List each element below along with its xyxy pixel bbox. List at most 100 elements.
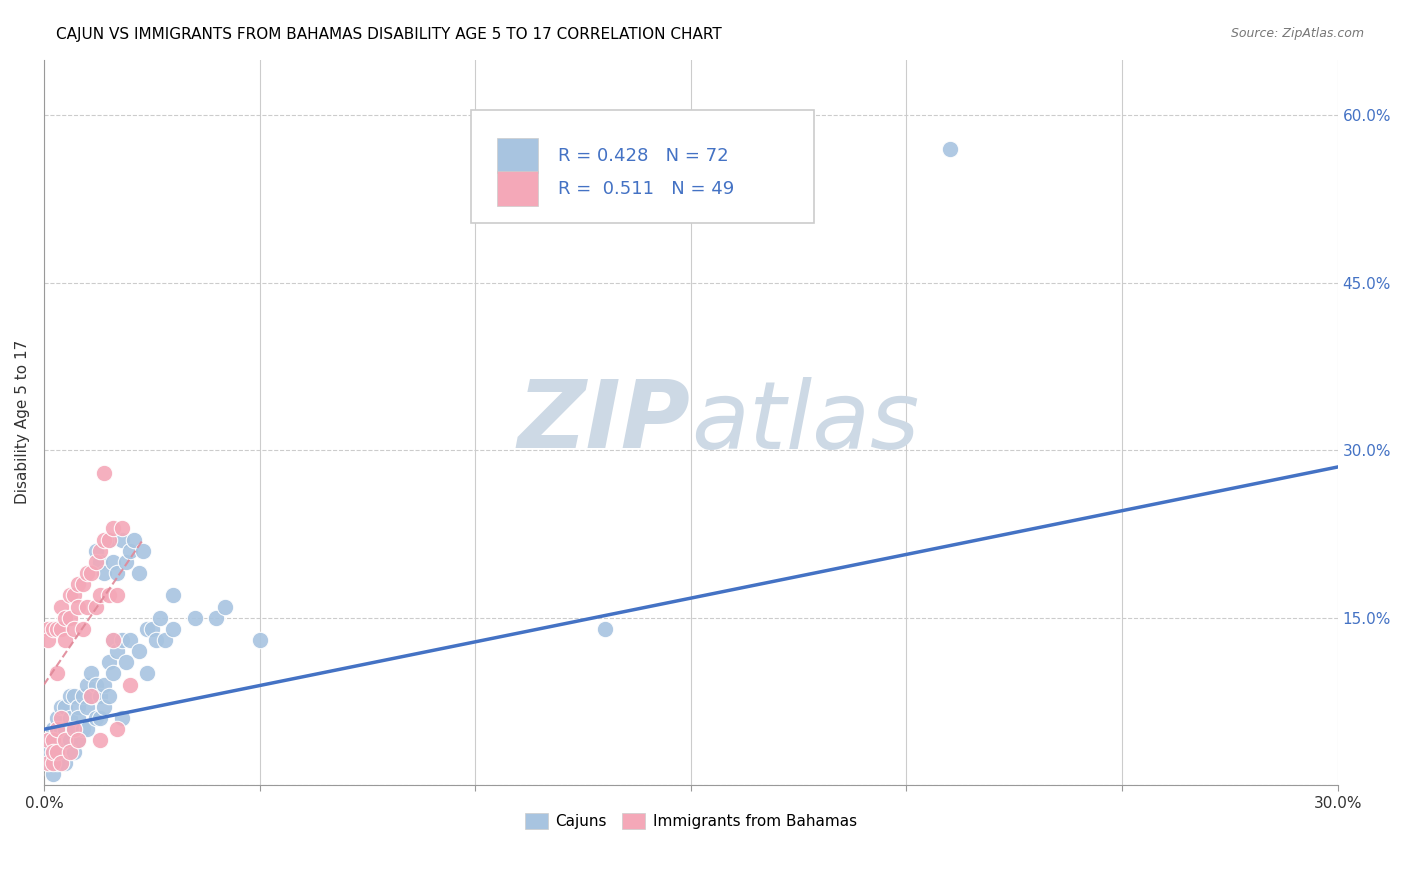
- Point: [67, 577, 90, 591]
- Text: CAJUN VS IMMIGRANTS FROM BAHAMAS DISABILITY AGE 5 TO 17 CORRELATION CHART: CAJUN VS IMMIGRANTS FROM BAHAMAS DISABIL…: [56, 27, 723, 42]
- Point: [120, 678, 142, 692]
- Point: [55, 733, 77, 747]
- Point: [80, 566, 103, 580]
- Point: [101, 555, 124, 569]
- Point: [101, 521, 124, 535]
- Point: [114, 656, 136, 670]
- Point: [41, 745, 63, 759]
- Point: [63, 689, 86, 703]
- Point: [41, 622, 63, 636]
- Point: [76, 700, 98, 714]
- Point: [120, 543, 142, 558]
- Point: [105, 588, 128, 602]
- Point: [80, 689, 103, 703]
- Point: [105, 644, 128, 658]
- Point: [49, 622, 72, 636]
- Point: [59, 689, 82, 703]
- Point: [67, 733, 90, 747]
- Point: [49, 711, 72, 725]
- Point: [93, 678, 115, 692]
- Point: [41, 733, 63, 747]
- Point: [162, 588, 184, 602]
- Point: [80, 689, 103, 703]
- Text: R =  0.511   N = 49: R = 0.511 N = 49: [558, 179, 734, 198]
- Bar: [496, 138, 538, 173]
- Point: [72, 723, 94, 737]
- Point: [55, 733, 77, 747]
- Point: [76, 723, 98, 737]
- Legend: Cajuns, Immigrants from Bahamas: Cajuns, Immigrants from Bahamas: [519, 807, 863, 836]
- Point: [114, 555, 136, 569]
- Point: [41, 745, 63, 759]
- Y-axis label: Disability Age 5 to 17: Disability Age 5 to 17: [15, 340, 30, 505]
- Point: [37, 632, 59, 647]
- Point: [59, 733, 82, 747]
- Point: [80, 666, 103, 681]
- Point: [41, 723, 63, 737]
- Point: [49, 723, 72, 737]
- Point: [84, 599, 107, 614]
- Point: [63, 745, 86, 759]
- Point: [63, 622, 86, 636]
- Point: [128, 566, 150, 580]
- Point: [101, 632, 124, 647]
- Point: [110, 711, 132, 725]
- Point: [110, 521, 132, 535]
- Point: [45, 756, 67, 770]
- Point: [67, 733, 90, 747]
- Point: [76, 678, 98, 692]
- Point: [55, 723, 77, 737]
- Text: ZIP: ZIP: [517, 376, 690, 468]
- Point: [145, 632, 167, 647]
- Point: [89, 555, 111, 569]
- Point: [149, 610, 172, 624]
- Point: [97, 533, 120, 547]
- Point: [593, 622, 616, 636]
- Point: [97, 656, 120, 670]
- Point: [89, 711, 111, 725]
- Point: [49, 745, 72, 759]
- Point: [59, 610, 82, 624]
- Point: [49, 599, 72, 614]
- Point: [205, 610, 228, 624]
- Point: [249, 632, 271, 647]
- Point: [89, 588, 111, 602]
- Point: [184, 610, 207, 624]
- Point: [45, 723, 67, 737]
- Point: [110, 632, 132, 647]
- Point: [41, 756, 63, 770]
- Point: [37, 756, 59, 770]
- Point: [84, 678, 107, 692]
- Point: [59, 588, 82, 602]
- Point: [45, 711, 67, 725]
- FancyBboxPatch shape: [471, 111, 814, 223]
- Point: [55, 632, 77, 647]
- Point: [49, 700, 72, 714]
- Point: [89, 689, 111, 703]
- Point: [67, 599, 90, 614]
- Point: [63, 588, 86, 602]
- Point: [938, 142, 960, 156]
- Point: [214, 599, 236, 614]
- Point: [93, 466, 115, 480]
- Point: [105, 723, 128, 737]
- Point: [93, 533, 115, 547]
- Point: [97, 588, 120, 602]
- Point: [97, 689, 120, 703]
- Point: [67, 700, 90, 714]
- Point: [120, 632, 142, 647]
- Point: [72, 689, 94, 703]
- Point: [136, 666, 159, 681]
- Point: [37, 622, 59, 636]
- Point: [55, 756, 77, 770]
- Point: [141, 622, 163, 636]
- Point: [89, 733, 111, 747]
- Point: [37, 733, 59, 747]
- Point: [41, 767, 63, 781]
- Point: [55, 700, 77, 714]
- Point: [101, 632, 124, 647]
- Point: [93, 700, 115, 714]
- Point: [84, 711, 107, 725]
- Point: [45, 666, 67, 681]
- Point: [97, 533, 120, 547]
